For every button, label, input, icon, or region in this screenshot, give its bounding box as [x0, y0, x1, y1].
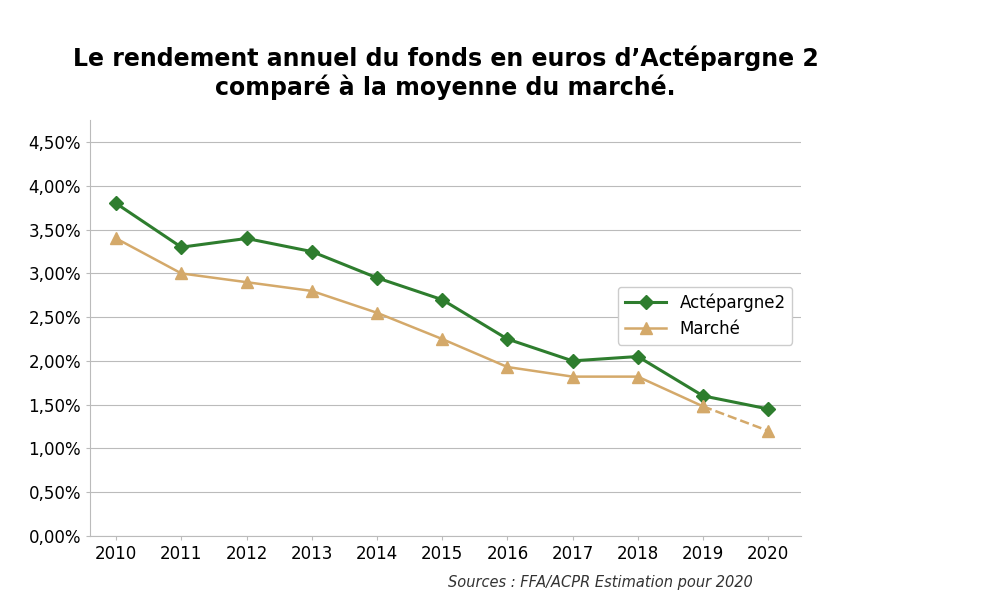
Title: Le rendement annuel du fonds en euros d’Actépargne 2
comparé à la moyenne du mar: Le rendement annuel du fonds en euros d’… — [72, 45, 819, 101]
Legend: Actépargne2, Marché: Actépargne2, Marché — [618, 287, 793, 345]
Text: Sources : FFA/ACPR Estimation pour 2020: Sources : FFA/ACPR Estimation pour 2020 — [448, 575, 753, 590]
